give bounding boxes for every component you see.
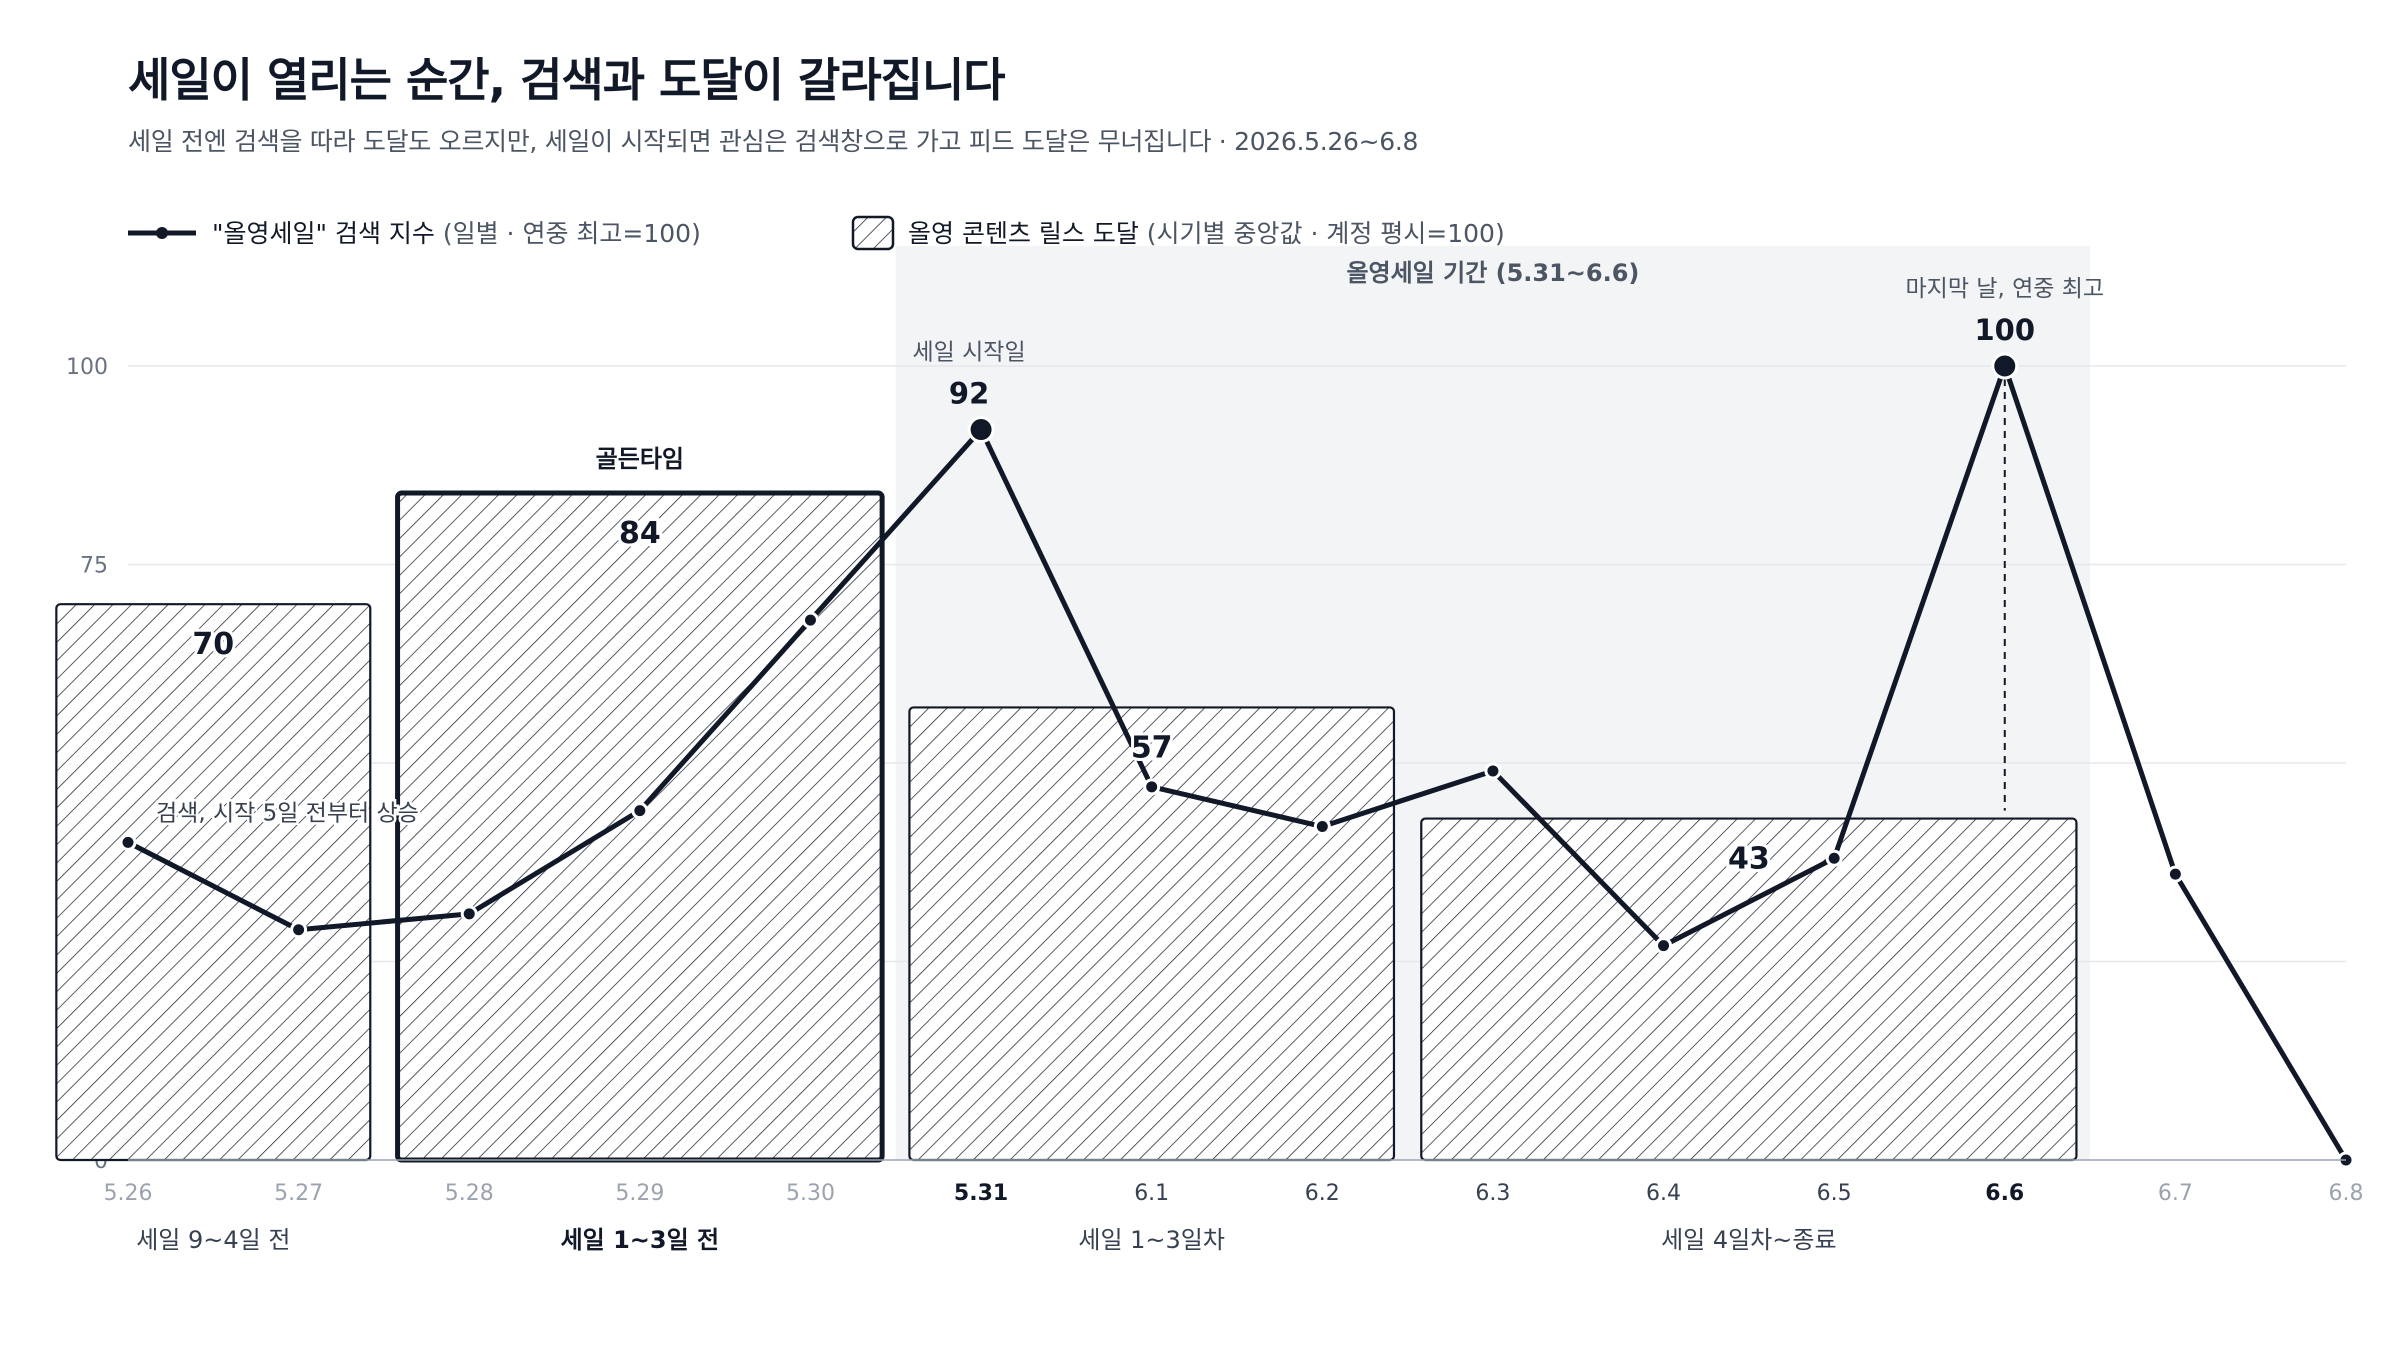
point-value-label: 100 [1974,313,2035,347]
x-tick-label: 6.3 [1475,1181,1510,1206]
search-index-point [460,905,478,923]
chart-legend: "올영세일" 검색 지수 (일별 · 연중 최고=100) 올영 콘텐츠 릴스 … [128,215,1505,251]
x-tick-label: 5.27 [274,1181,323,1206]
sale-period-label: 올영세일 기간 (5.31~6.6) [1346,259,1639,287]
period-label: 세일 1~3일 전 [561,1226,720,1254]
x-tick-label: 5.30 [786,1181,835,1206]
point-value-label: 92 [949,377,989,411]
bar-value-label: 84 [619,516,661,551]
x-tick-label: 5.31 [954,1181,1008,1206]
reach-bar [908,706,1396,1162]
search-index-point [1313,818,1331,836]
x-tick-label: 5.28 [445,1181,494,1206]
search-index-point [2166,865,2184,883]
search-index-point [290,921,308,939]
bar-value-label: 43 [1728,842,1770,877]
search-index-point [801,611,819,629]
bar-value-label: 57 [1131,730,1173,765]
legend-bar-entry: 올영 콘텐츠 릴스 도달 (시기별 중앙값 · 계정 평시=100) [908,219,1505,248]
reach-bar [395,490,885,1163]
x-tick-label: 6.2 [1305,1181,1340,1206]
reach-bar [55,603,372,1162]
x-tick-label: 6.8 [2329,1181,2364,1206]
bar-value-label: 70 [192,627,234,662]
search-index-line [125,363,2349,1163]
period-label: 세일 1~3일차 [1078,1226,1225,1254]
x-tick-label: 6.7 [2158,1181,2193,1206]
legend-line-swatch [128,227,196,239]
search-index-point [1143,778,1161,796]
x-tick-label: 6.4 [1646,1181,1681,1206]
golden-time-label: 골든타임 [596,445,684,473]
search-index-point [967,416,995,444]
search-index-point [1484,762,1502,780]
annotation-sale-start: 세일 시작일 [913,340,1026,366]
x-tick-label: 6.5 [1817,1181,1852,1206]
annotation-search-rise: 검색, 시작 5일 전부터 상승 [156,800,419,826]
x-tick-label: 6.6 [1985,1181,2024,1206]
search-index-point [1825,849,1843,867]
legend-line-entry: "올영세일" 검색 지수 (일별 · 연중 최고=100) [212,219,701,248]
x-tick-label: 5.26 [104,1181,153,1206]
search-index-point [631,802,649,820]
search-index-point [1655,937,1673,955]
search-index-point [119,833,137,851]
chart-subtitle: 세일 전엔 검색을 따라 도달도 오르지만, 세일이 시작되면 관심은 검색창으… [128,127,1419,156]
y-tick-label: 100 [66,355,108,380]
legend-bar-swatch [851,215,895,251]
period-label: 세일 4일차~종료 [1661,1226,1837,1254]
search-index-point [1991,352,2019,380]
x-tick-label: 5.29 [615,1181,664,1206]
chart-title: 세일이 열리는 순간, 검색과 도달이 갈라집니다 [128,53,1006,107]
annotation-peak: 마지막 날, 연중 최고 [1906,276,2105,302]
period-label: 세일 9~4일 전 [136,1226,290,1254]
x-tick-label: 6.1 [1134,1181,1169,1206]
y-tick-label: 75 [80,554,108,579]
